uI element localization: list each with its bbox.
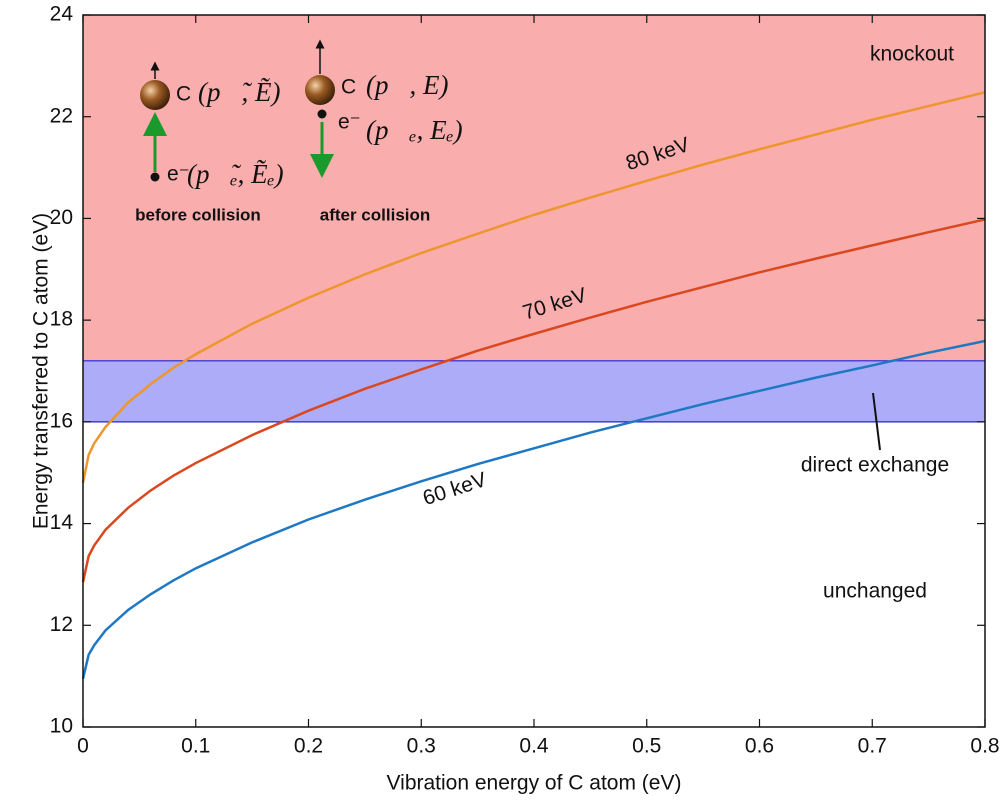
y-tick-label: 24	[50, 3, 74, 26]
y-axis-label: Energy transferred to C atom (eV)	[30, 213, 53, 529]
electron	[150, 172, 160, 182]
x-tick-label: 0.2	[294, 735, 323, 758]
x-tick-label: 0.3	[407, 735, 436, 758]
region	[83, 15, 985, 361]
y-tick-label: 12	[50, 613, 73, 636]
x-tick-label: 0.6	[745, 735, 774, 758]
electron-label: e⁻	[338, 111, 361, 134]
region-label: unchanged	[823, 580, 927, 603]
leader-line	[872, 392, 881, 451]
y-tick-label: 18	[50, 308, 73, 331]
curve	[81, 91, 986, 484]
electron-state: (p⃗ₑ, Eₑ)	[366, 115, 463, 145]
atom-label: C	[341, 76, 356, 99]
atom	[305, 75, 335, 105]
curve	[81, 218, 986, 583]
y-tick-label: 14	[50, 511, 74, 534]
x-tick-label: 0.4	[519, 735, 549, 758]
region-label: knockout	[870, 43, 954, 66]
region-label: direct exchange	[801, 454, 949, 477]
inset: C (p⃗̃, Ẽ) e⁻ (p⃗̃ₑ, Ẽₑ) before collisio…	[135, 39, 463, 224]
electron	[317, 109, 327, 119]
x-tick-label: 0.1	[181, 735, 210, 758]
x-axis-label: Vibration energy of C atom (eV)	[387, 772, 682, 795]
atom	[140, 80, 170, 110]
atom-label: C	[176, 83, 191, 106]
atom-state: (p⃗̃, Ẽ)	[198, 77, 280, 107]
atom-state: (p⃗, E)	[366, 70, 448, 100]
electron-label: e⁻	[167, 163, 190, 186]
y-tick-label: 16	[50, 409, 73, 432]
x-tick-label: 0.8	[970, 735, 999, 758]
x-tick-label: 0	[77, 735, 89, 758]
x-tick-label: 0.5	[632, 735, 661, 758]
y-tick-label: 10	[50, 715, 73, 738]
y-tick-label: 22	[50, 104, 73, 127]
electron-state: (p⃗̃ₑ, Ẽₑ)	[187, 159, 284, 189]
x-tick-label: 0.7	[858, 735, 887, 758]
series-label: 60 keV	[420, 468, 489, 510]
y-tick-label: 20	[50, 206, 73, 229]
caption: before collision	[135, 205, 261, 224]
curve	[81, 339, 986, 679]
region	[83, 360, 985, 422]
caption: after collision	[320, 205, 431, 224]
